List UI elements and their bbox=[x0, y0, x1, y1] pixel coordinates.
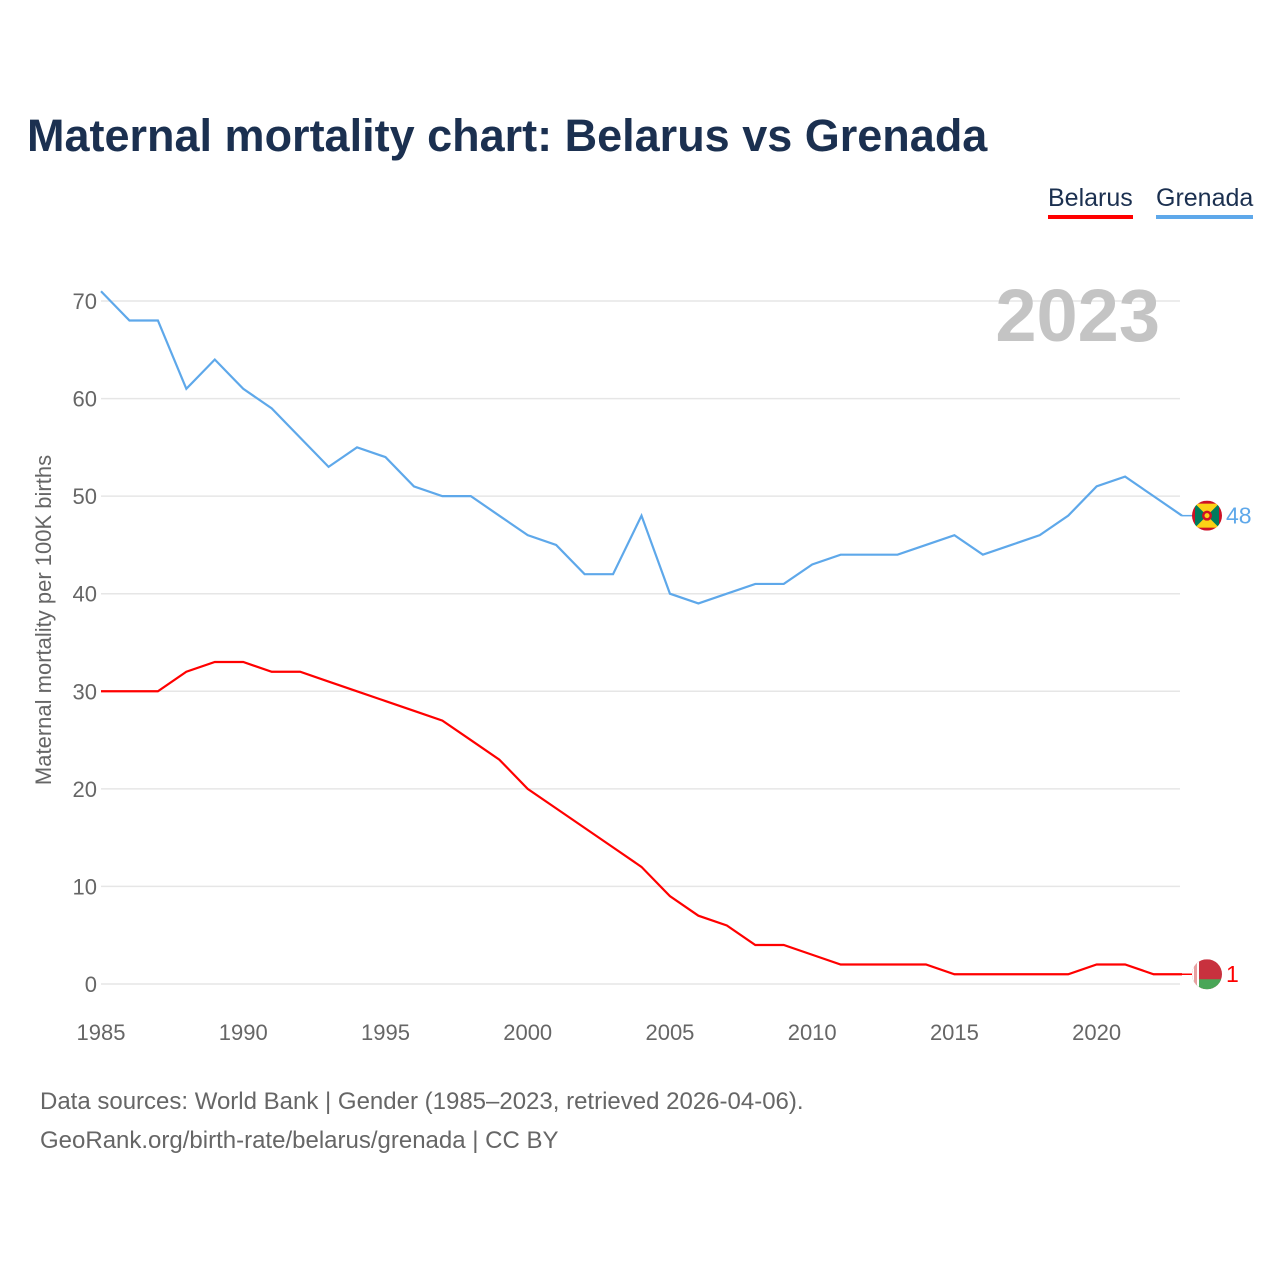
y-tick-label: 40 bbox=[73, 582, 97, 607]
y-tick-label: 10 bbox=[73, 874, 97, 899]
x-tick-label: 2020 bbox=[1072, 1020, 1121, 1045]
y-tick-label: 70 bbox=[73, 289, 97, 314]
y-tick-label: 20 bbox=[73, 777, 97, 802]
x-tick-label: 1995 bbox=[361, 1020, 410, 1045]
footer-sources: Data sources: World Bank | Gender (1985–… bbox=[40, 1088, 804, 1115]
x-tick-label: 2010 bbox=[788, 1020, 837, 1045]
y-tick-label: 30 bbox=[73, 679, 97, 704]
x-tick-label: 2015 bbox=[930, 1020, 979, 1045]
x-tick-label: 2005 bbox=[645, 1020, 694, 1045]
year-label: 2023 bbox=[995, 274, 1160, 357]
y-tick-label: 0 bbox=[85, 972, 97, 997]
end-value-label-grenada: 48 bbox=[1226, 503, 1252, 529]
x-tick-label: 1985 bbox=[77, 1020, 126, 1045]
x-tick-label: 1990 bbox=[219, 1020, 268, 1045]
chart-title: Maternal mortality chart: Belarus vs Gre… bbox=[27, 110, 988, 161]
series-line-belarus bbox=[101, 660, 1182, 976]
y-axis-label: Maternal mortality per 100K births bbox=[31, 455, 56, 785]
y-tick-label: 50 bbox=[73, 484, 97, 509]
y-tick-label: 60 bbox=[73, 387, 97, 412]
footer-link[interactable]: GeoRank.org/birth-rate/belarus/grenada |… bbox=[40, 1127, 559, 1154]
series-line-grenada bbox=[100, 290, 1183, 605]
grenada-flag-icon bbox=[1192, 500, 1222, 531]
x-tick-label: 2000 bbox=[503, 1020, 552, 1045]
legend-grenada[interactable]: Grenada bbox=[1156, 184, 1254, 219]
legend-belarus[interactable]: Belarus bbox=[1048, 184, 1133, 219]
end-value-label-belarus: 1 bbox=[1226, 961, 1239, 987]
belarus-flag-icon bbox=[1192, 959, 1222, 990]
